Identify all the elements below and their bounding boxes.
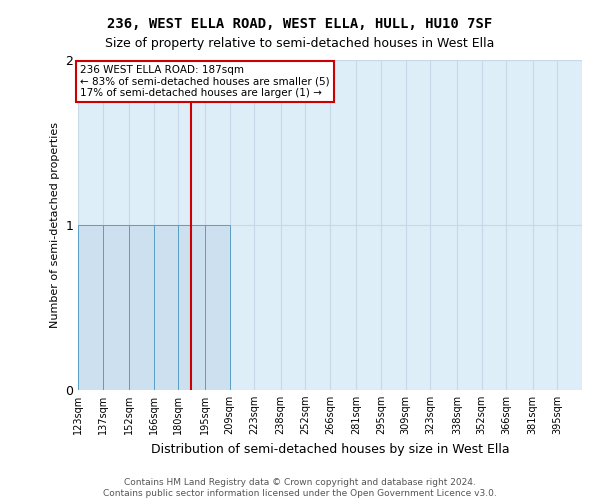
Bar <box>78 225 103 390</box>
Text: Size of property relative to semi-detached houses in West Ella: Size of property relative to semi-detach… <box>106 38 494 51</box>
Text: Contains HM Land Registry data © Crown copyright and database right 2024.
Contai: Contains HM Land Registry data © Crown c… <box>103 478 497 498</box>
X-axis label: Distribution of semi-detached houses by size in West Ella: Distribution of semi-detached houses by … <box>151 442 509 456</box>
Bar <box>103 225 129 390</box>
Bar <box>154 225 178 390</box>
Bar <box>178 225 205 390</box>
Text: 236 WEST ELLA ROAD: 187sqm
← 83% of semi-detached houses are smaller (5)
17% of : 236 WEST ELLA ROAD: 187sqm ← 83% of semi… <box>80 65 329 98</box>
Bar <box>205 225 230 390</box>
Y-axis label: Number of semi-detached properties: Number of semi-detached properties <box>50 122 59 328</box>
Text: 236, WEST ELLA ROAD, WEST ELLA, HULL, HU10 7SF: 236, WEST ELLA ROAD, WEST ELLA, HULL, HU… <box>107 18 493 32</box>
Bar <box>129 225 154 390</box>
